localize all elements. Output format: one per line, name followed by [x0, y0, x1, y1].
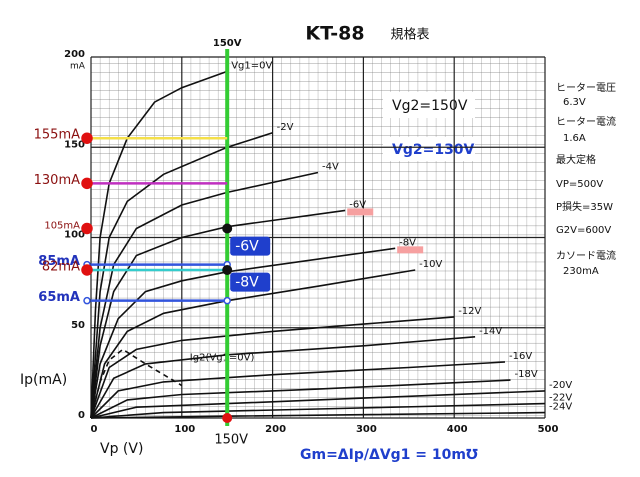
- curve-label: -6V: [349, 199, 366, 210]
- reference-label: 150V: [213, 38, 242, 49]
- x-tick-label: 100: [174, 424, 195, 435]
- level-end-dot: [223, 296, 231, 305]
- level-dot: [81, 177, 93, 190]
- vg2-alt-box: [383, 137, 475, 161]
- reference-dot: [222, 413, 233, 423]
- level-dot: [81, 132, 93, 144]
- chart-subtitle: 規格表: [390, 27, 429, 43]
- curve-label: -8V: [399, 237, 416, 248]
- curve: [90, 336, 476, 419]
- level-label: 130mA: [34, 173, 80, 188]
- level-label: 82mA: [42, 259, 80, 274]
- curve: [90, 70, 228, 419]
- level-label: 155mA: [34, 128, 80, 143]
- spec-text: カソード電流: [556, 249, 616, 262]
- level-end-dot: [222, 223, 233, 234]
- curve-label: -22V: [549, 393, 572, 404]
- curve-label: -4V: [322, 162, 339, 173]
- spec-text: G2V=600V: [556, 225, 611, 236]
- spec-text: VP=500V: [556, 179, 603, 190]
- level-dot: [81, 264, 93, 276]
- level-end-dot: [222, 264, 233, 275]
- curve-label: -24V: [549, 402, 572, 413]
- curve-label: Vg1=0V: [231, 60, 272, 71]
- spec-text: ヒーター電圧: [556, 82, 616, 94]
- y-axis-label: Ip(mA): [20, 372, 67, 388]
- curve: [90, 379, 511, 419]
- curve-label: -10V: [419, 259, 442, 270]
- curve-label: -2V: [277, 122, 294, 133]
- curve: [90, 361, 506, 419]
- vg2-alt-box: [230, 236, 271, 256]
- vg2-alt-grid-label: -8V: [235, 275, 259, 291]
- y-tick-label: 150: [64, 139, 85, 150]
- spec-text: 最大定格: [556, 153, 596, 166]
- vg2-alt-box: [230, 272, 271, 292]
- chart-title: KT-88: [305, 23, 364, 45]
- spec-text: ヒーター電流: [556, 115, 616, 128]
- label-highlight: [347, 208, 374, 216]
- curve: [90, 316, 455, 419]
- y-tick-label: 100: [64, 230, 85, 241]
- vg2-box: [383, 92, 475, 118]
- curve-label: Ig2(Vg1=0V): [190, 353, 255, 364]
- x-tick-label: 400: [447, 424, 468, 435]
- y-tick-label: 50: [71, 320, 85, 331]
- x-tick-label: 300: [356, 424, 377, 435]
- label-highlight: [397, 246, 424, 254]
- spec-text: 1.6A: [563, 133, 586, 144]
- x-tick-label: 500: [538, 424, 559, 435]
- curve-label: -12V: [458, 306, 481, 317]
- spec-text: 230mA: [563, 266, 599, 277]
- level-dot: [83, 296, 91, 305]
- x-tick-label: 0: [91, 424, 98, 435]
- level-label: 65mA: [38, 290, 80, 305]
- curve: [90, 402, 546, 419]
- curve: [90, 348, 183, 419]
- vg2-alt-grid-label: -6V: [235, 239, 259, 255]
- vg2-main: Vg2=150V: [392, 98, 468, 114]
- curve-label: -16V: [509, 351, 532, 362]
- level-label: 85mA: [38, 254, 80, 269]
- y-tick-label: 200: [64, 49, 85, 60]
- y-unit: mA: [70, 62, 86, 72]
- reference-label: 150V: [214, 433, 248, 448]
- spec-text: 6.3V: [563, 97, 586, 108]
- vg2-alt: Vg2=130V: [392, 142, 475, 158]
- gm-formula: Gm=ΔIp/ΔVg1 = 10m℧: [300, 447, 478, 463]
- curve: [90, 269, 416, 419]
- x-tick-label: 200: [265, 424, 286, 435]
- y-tick-label: 0: [78, 410, 85, 421]
- level-label: 105mA: [44, 220, 80, 231]
- curve-label: -20V: [549, 380, 572, 391]
- spec-text: P損失=35W: [556, 200, 613, 213]
- curve-label: -18V: [514, 369, 537, 380]
- curve-label: -14V: [479, 326, 502, 337]
- level-dot: [81, 222, 93, 235]
- x-axis-label: Vp (V): [100, 441, 143, 457]
